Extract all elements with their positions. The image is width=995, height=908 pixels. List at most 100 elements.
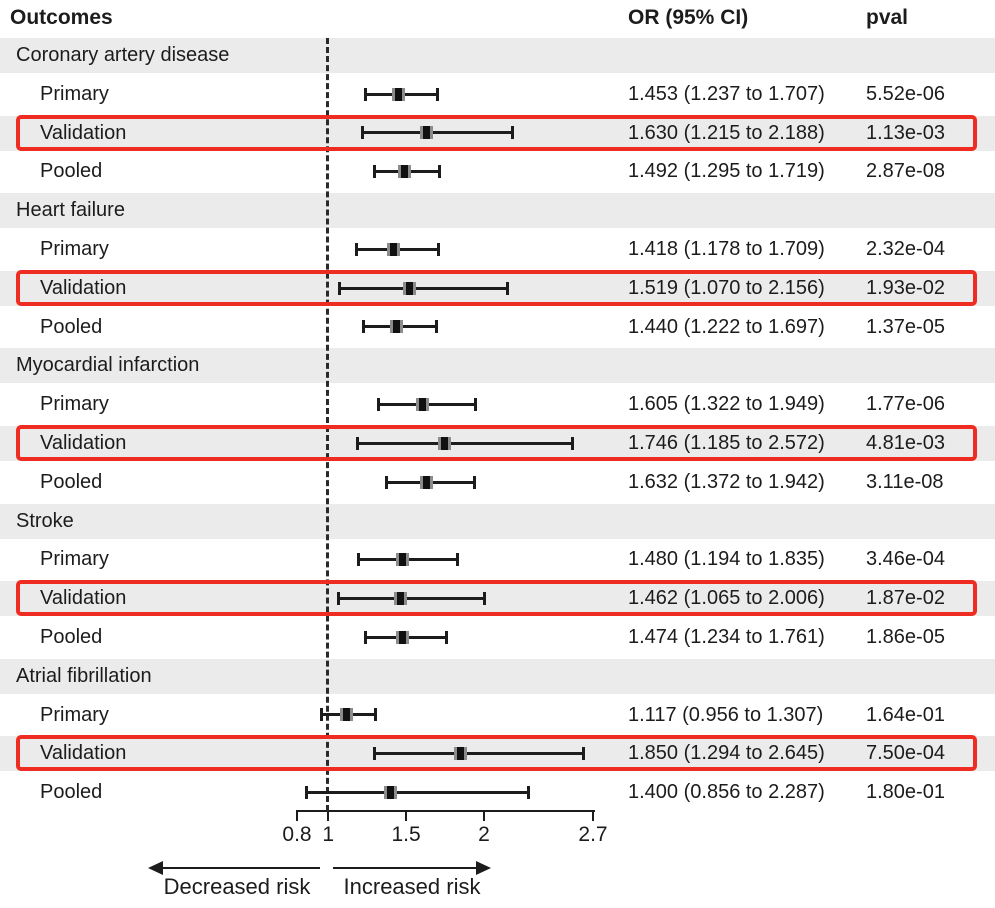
or-point-marker-core [393,320,401,334]
or-ci-value: 1.492 (1.295 to 1.719) [628,160,825,183]
x-axis-tick-label: 1.5 [391,823,421,846]
row-shading-band [0,38,995,73]
or-ci-value: 1.117 (0.956 to 1.307) [628,703,824,726]
or-ci-value: 1.453 (1.237 to 1.707) [628,82,825,105]
or-ci-value: 1.630 (1.215 to 2.188) [628,121,825,144]
or-ci-value: 1.418 (1.178 to 1.709) [628,238,825,260]
or-ci-value: 1.440 (1.222 to 1.697) [628,315,825,338]
pval-value: 1.64e-01 [866,703,945,726]
forest-row: Primary 1.418 (1.178 to 1.709) 2.32e-04 [0,230,995,269]
row-label: Pooled [40,470,103,493]
ci-cap-high [482,592,486,606]
ci-cap-low [361,320,365,334]
or-point-marker-core [401,165,409,179]
ci-cap-low [364,87,368,101]
pval-value: 1.87e-02 [866,587,945,610]
row-label: Validation [40,742,127,765]
row-label: Pooled [40,626,103,648]
pval-value: 2.32e-04 [866,238,945,260]
group-label: Atrial fibrillation [16,664,152,687]
validation-highlight-box [16,580,977,617]
group-header-row: Atrial fibrillation [0,657,995,696]
ci-cap-high [582,747,586,761]
group-label: Stroke [16,509,74,532]
validation-highlight-box [16,114,977,151]
or-point-marker-core [342,708,350,722]
row-shading-band [0,503,995,539]
ci-cap-high [434,320,438,334]
ci-cap-low [363,630,367,644]
group-header-row: Stroke [0,502,995,541]
or-ci-value: 1.474 (1.234 to 1.761) [628,626,825,648]
x-axis-tick-label: 1 [322,823,334,846]
ci-cap-low [385,475,389,489]
or-ci-value: 1.519 (1.070 to 2.156) [628,276,825,299]
group-label: Heart failure [16,199,125,222]
reference-line-or-1 [326,38,329,811]
row-label: Primary [40,238,109,260]
ci-line [373,752,585,756]
ci-cap-low [373,165,377,179]
row-label: Validation [40,432,127,454]
or-ci-value: 1.632 (1.372 to 1.942) [628,470,825,493]
or-point-marker-core [398,630,406,644]
forest-row: Pooled 1.492 (1.295 to 1.719) 2.87e-08 [0,152,995,191]
ci-line [356,441,574,445]
ci-line [339,286,509,290]
group-header-row: Myocardial infarction [0,346,995,385]
or-point-marker-core [396,592,404,606]
or-point-marker-core [422,126,430,140]
forest-row: Validation 1.630 (1.215 to 2.188) 1.13e-03 [0,114,995,153]
x-axis-tick [482,811,485,821]
or-ci-value: 1.462 (1.065 to 2.006) [628,587,825,610]
ci-cap-low [377,398,381,412]
row-shading-band [0,348,995,384]
ci-cap-high [511,126,515,140]
pval-value: 2.87e-08 [866,160,945,183]
row-label: Validation [40,587,127,610]
risk-direction-arrows [148,861,491,875]
or-point-marker-core [386,786,394,800]
column-header-or-ci: OR (95% CI) [628,6,749,29]
ci-cap-high [506,281,510,295]
increased-risk-label: Increased risk [343,874,481,899]
forest-row: Primary 1.117 (0.956 to 1.307) 1.64e-01 [0,696,995,735]
ci-cap-high [526,786,530,800]
row-label: Pooled [40,781,103,804]
pval-value: 7.50e-04 [866,742,945,765]
ci-line [361,131,514,135]
x-axis-tick [592,811,594,821]
row-label: Primary [40,703,109,726]
ci-cap-low [304,786,308,800]
or-ci-value: 1.850 (1.294 to 2.645) [628,742,825,765]
forest-row: Pooled 1.440 (1.222 to 1.697) 1.37e-05 [0,308,995,347]
pval-value: 1.77e-06 [866,393,945,416]
ci-cap-high [472,475,476,489]
pval-value: 1.86e-05 [866,626,945,648]
forest-row: Validation 1.746 (1.185 to 2.572) 4.81e-03 [0,424,995,463]
or-point-marker-core [440,436,448,450]
validation-highlight-box [16,425,977,461]
forest-row: Pooled 1.632 (1.372 to 1.942) 3.11e-08 [0,463,995,502]
pval-value: 5.52e-06 [866,82,945,105]
ci-cap-high [436,242,440,256]
or-point-marker-core [389,242,397,256]
row-shading-band [0,581,995,617]
ci-cap-high [474,398,477,412]
ci-cap-low [337,592,341,606]
ci-cap-low [357,553,361,567]
forest-row: Validation 1.519 (1.070 to 2.156) 1.93e-02 [0,269,995,308]
group-label: Myocardial infarction [16,354,200,377]
or-ci-value: 1.605 (1.322 to 1.949) [628,393,825,416]
pval-value: 1.37e-05 [866,315,945,338]
pval-value: 4.81e-03 [866,432,945,454]
forest-row: Primary 1.453 (1.237 to 1.707) 5.52e-06 [0,75,995,114]
x-axis-tick-label: 0.8 [282,823,312,846]
ci-cap-low [372,747,376,761]
pval-value: 3.46e-04 [866,548,945,571]
forest-row: Validation 1.462 (1.065 to 2.006) 1.87e-02 [0,579,995,618]
ci-cap-high [436,87,440,101]
ci-cap-high [444,630,448,644]
forest-row: Primary 1.480 (1.194 to 1.835) 3.46e-04 [0,540,995,579]
